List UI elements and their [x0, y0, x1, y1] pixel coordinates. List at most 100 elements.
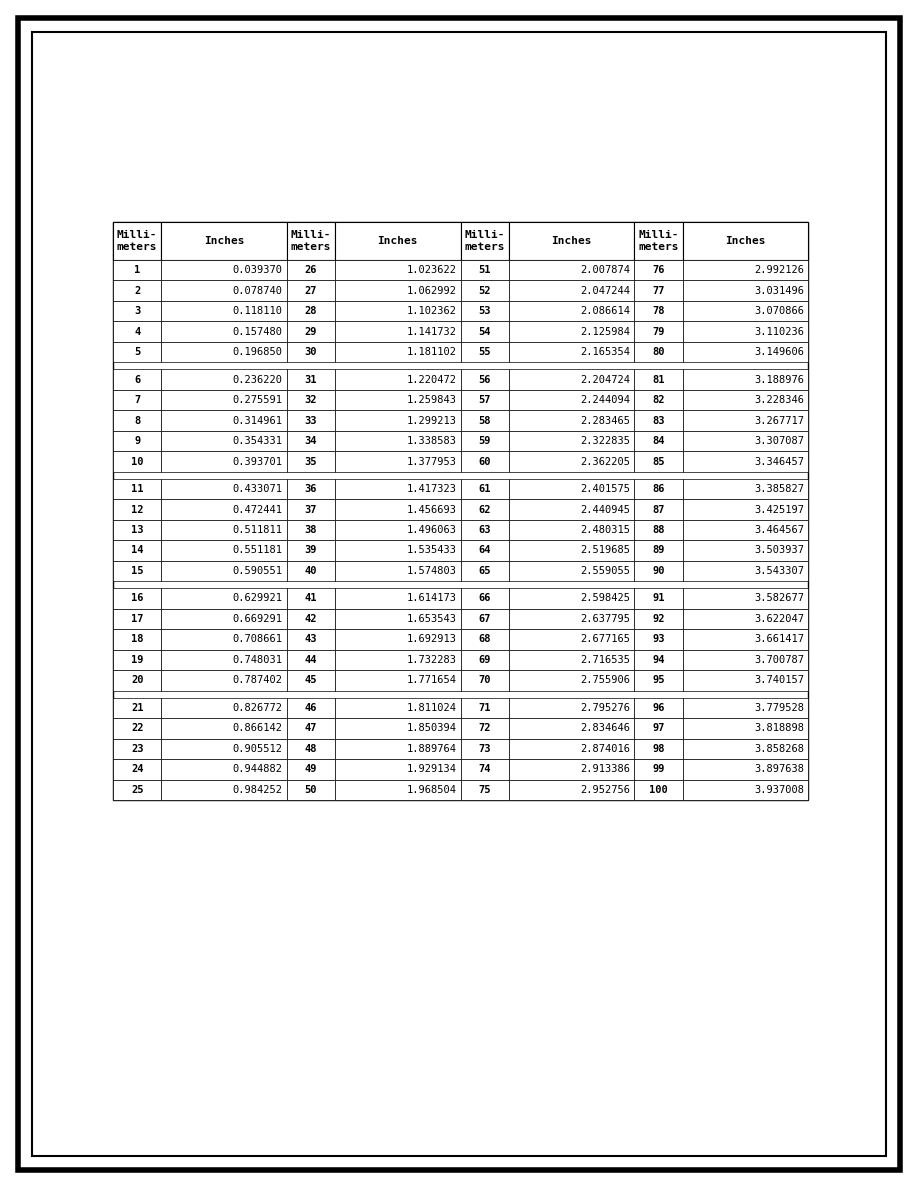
Text: 94: 94: [652, 655, 665, 665]
Bar: [335, 650, 461, 670]
Text: 0.039370: 0.039370: [233, 265, 283, 276]
Bar: [682, 369, 808, 390]
Bar: [634, 759, 682, 779]
Text: 4: 4: [134, 327, 140, 336]
Text: meters: meters: [117, 242, 157, 252]
Text: meters: meters: [638, 242, 678, 252]
Text: 59: 59: [478, 436, 491, 446]
Bar: [113, 697, 162, 718]
Text: 51: 51: [478, 265, 491, 276]
Text: 76: 76: [652, 265, 665, 276]
Bar: [162, 260, 286, 280]
Bar: [461, 650, 509, 670]
Text: 0.748031: 0.748031: [233, 655, 283, 665]
Bar: [162, 431, 286, 451]
Bar: [682, 451, 808, 472]
Text: 0.236220: 0.236220: [233, 374, 283, 385]
Bar: [461, 431, 509, 451]
Text: 66: 66: [478, 594, 491, 604]
Text: 0.629921: 0.629921: [233, 594, 283, 604]
Bar: [461, 390, 509, 410]
Text: 0.984252: 0.984252: [233, 785, 283, 795]
Text: 3.267717: 3.267717: [754, 416, 804, 425]
Text: 56: 56: [478, 374, 491, 385]
Bar: [335, 718, 461, 739]
Bar: [286, 451, 335, 472]
Bar: [286, 280, 335, 301]
Text: 55: 55: [478, 347, 491, 358]
Bar: [682, 431, 808, 451]
Text: 2.322835: 2.322835: [580, 436, 631, 446]
Text: 7: 7: [134, 396, 140, 405]
Bar: [634, 369, 682, 390]
Bar: [509, 410, 634, 431]
Text: 1.141732: 1.141732: [407, 327, 456, 336]
Text: 3.779528: 3.779528: [754, 703, 804, 713]
Bar: [335, 697, 461, 718]
Bar: [335, 561, 461, 581]
Bar: [335, 499, 461, 520]
Bar: [682, 541, 808, 561]
Text: 100: 100: [649, 785, 667, 795]
Bar: [509, 630, 634, 650]
Bar: [335, 410, 461, 431]
Bar: [682, 280, 808, 301]
Bar: [162, 410, 286, 431]
Bar: [286, 260, 335, 280]
Bar: [335, 451, 461, 472]
Bar: [634, 280, 682, 301]
Bar: [634, 222, 682, 260]
Text: 92: 92: [652, 614, 665, 624]
Bar: [461, 588, 509, 608]
Bar: [509, 520, 634, 541]
Text: 3.700787: 3.700787: [754, 655, 804, 665]
Bar: [509, 499, 634, 520]
Bar: [461, 451, 509, 472]
Bar: [335, 588, 461, 608]
Text: 26: 26: [305, 265, 317, 276]
Text: 2.125984: 2.125984: [580, 327, 631, 336]
Text: 0.078740: 0.078740: [233, 286, 283, 296]
Bar: [509, 718, 634, 739]
Bar: [162, 479, 286, 499]
Bar: [286, 718, 335, 739]
Text: 68: 68: [478, 634, 491, 644]
Bar: [286, 322, 335, 342]
Text: 3.858268: 3.858268: [754, 744, 804, 754]
Text: 1.732283: 1.732283: [407, 655, 456, 665]
Text: 3.188976: 3.188976: [754, 374, 804, 385]
Bar: [634, 650, 682, 670]
Text: 14: 14: [131, 545, 143, 556]
Bar: [461, 630, 509, 650]
Text: 47: 47: [305, 723, 317, 733]
Bar: [634, 608, 682, 630]
Text: 18: 18: [131, 634, 143, 644]
Text: Milli-: Milli-: [638, 230, 678, 240]
Bar: [461, 410, 509, 431]
Text: 1.574803: 1.574803: [407, 565, 456, 576]
Text: 46: 46: [305, 703, 317, 713]
Bar: [509, 697, 634, 718]
Bar: [634, 260, 682, 280]
Text: 83: 83: [652, 416, 665, 425]
Bar: [461, 479, 509, 499]
Text: 1.417323: 1.417323: [407, 484, 456, 494]
Text: 97: 97: [652, 723, 665, 733]
Bar: [461, 608, 509, 630]
Bar: [634, 342, 682, 362]
Bar: [162, 697, 286, 718]
Text: 1.653543: 1.653543: [407, 614, 456, 624]
Bar: [286, 630, 335, 650]
Bar: [162, 499, 286, 520]
Text: 1.102362: 1.102362: [407, 307, 456, 316]
Text: 64: 64: [478, 545, 491, 556]
Text: Inches: Inches: [551, 236, 592, 246]
Bar: [335, 520, 461, 541]
Bar: [335, 390, 461, 410]
Bar: [286, 739, 335, 759]
Bar: [682, 697, 808, 718]
Text: 1.299213: 1.299213: [407, 416, 456, 425]
Text: 1.929134: 1.929134: [407, 764, 456, 775]
Text: 3.149606: 3.149606: [754, 347, 804, 358]
Text: 0.944882: 0.944882: [233, 764, 283, 775]
